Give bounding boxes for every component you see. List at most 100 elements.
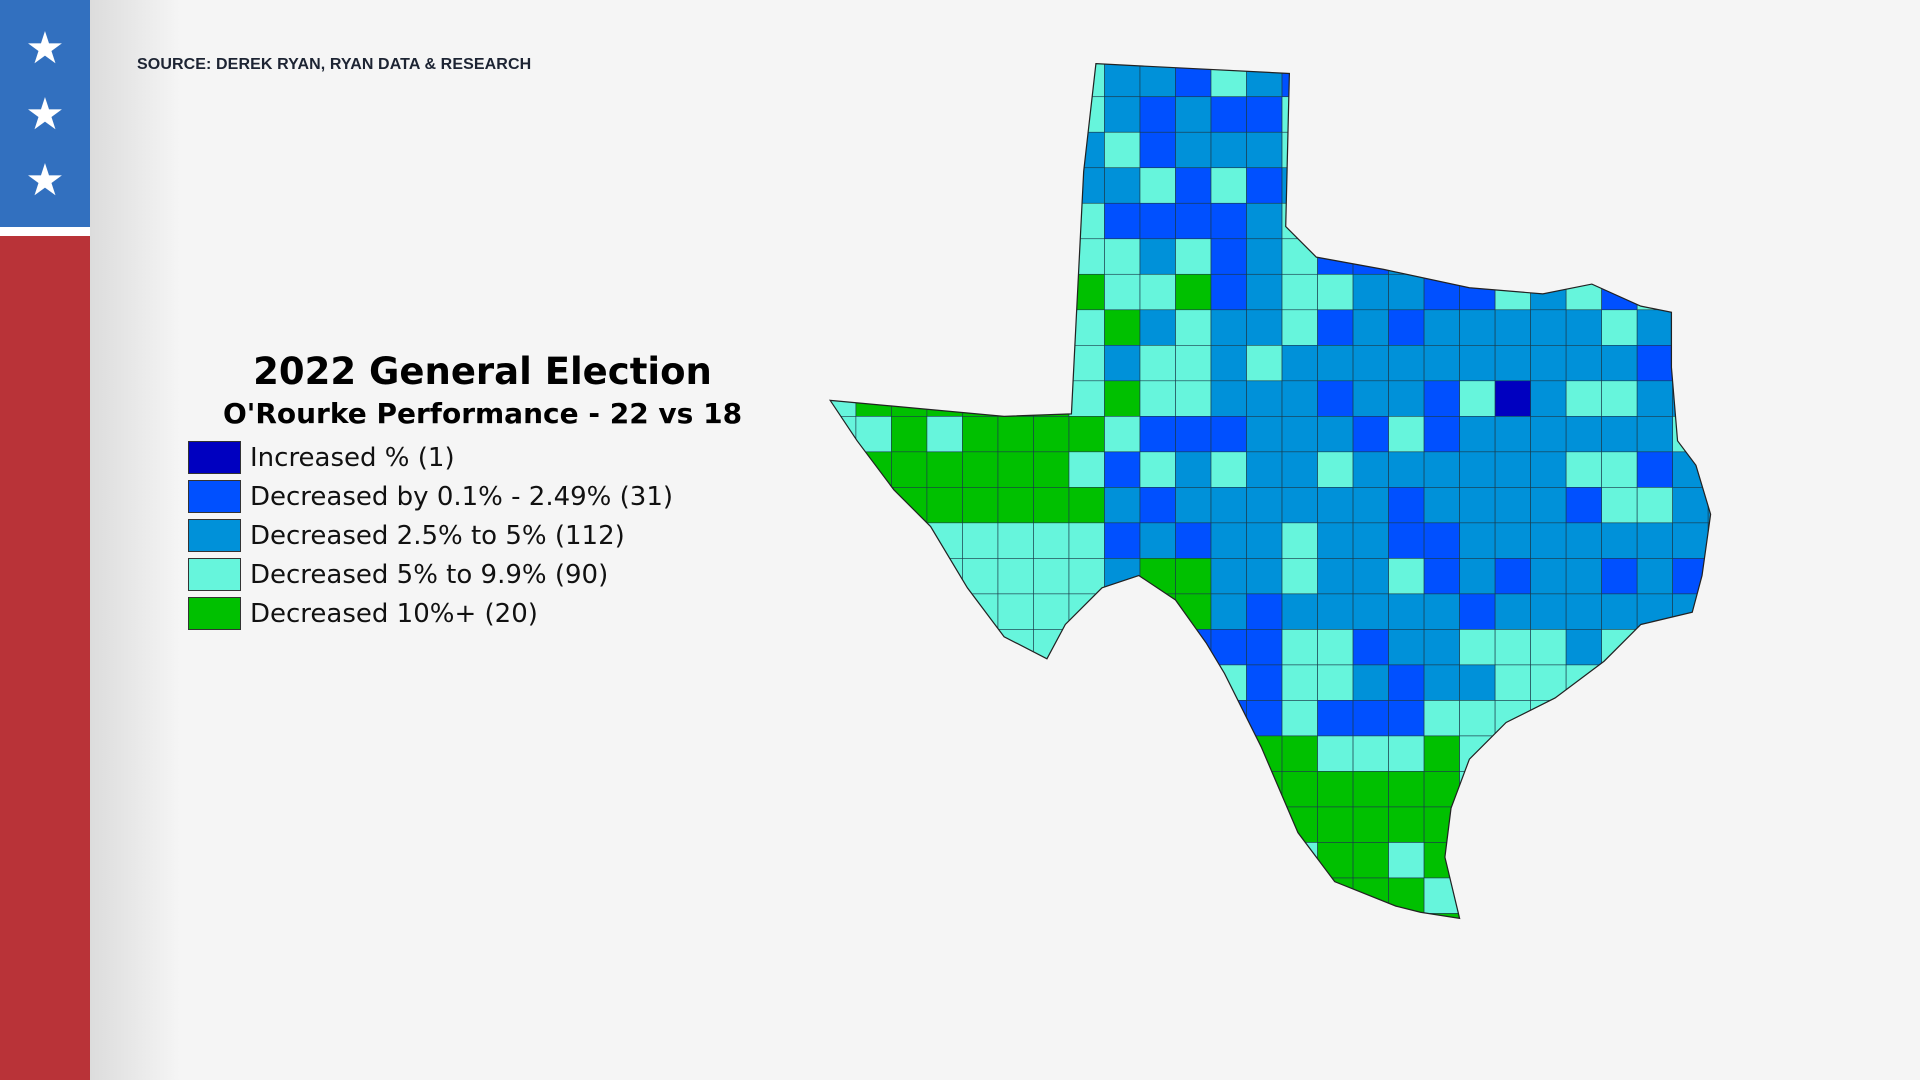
county [997, 735, 1034, 772]
county [1601, 877, 1638, 914]
county [1494, 735, 1531, 772]
county [1530, 735, 1567, 772]
county [1423, 558, 1460, 595]
county [1281, 700, 1318, 737]
county [1033, 629, 1070, 666]
county [1210, 735, 1247, 772]
county [891, 558, 928, 595]
county [1494, 558, 1531, 595]
county [962, 558, 999, 595]
county [1388, 202, 1425, 240]
county [1210, 771, 1247, 808]
county [1672, 558, 1709, 595]
county [1494, 806, 1531, 843]
county [1423, 593, 1460, 630]
county [1210, 416, 1247, 453]
county [1175, 487, 1212, 524]
county [1636, 487, 1673, 524]
county [1246, 877, 1283, 914]
county [1601, 593, 1638, 630]
legend-swatch [188, 597, 241, 630]
county [1175, 558, 1212, 595]
county [1672, 238, 1709, 275]
county [1459, 806, 1496, 843]
county [1494, 96, 1531, 133]
county [1459, 735, 1496, 772]
county [1104, 380, 1141, 417]
county [830, 273, 857, 311]
county [1317, 842, 1354, 879]
county [1707, 629, 1711, 666]
county [1281, 522, 1318, 559]
county [1033, 309, 1070, 346]
county [1281, 96, 1318, 133]
county [1246, 345, 1283, 382]
county [1175, 416, 1212, 453]
county [1104, 202, 1141, 240]
county [997, 806, 1034, 843]
county [926, 700, 963, 737]
county [1494, 629, 1531, 666]
county [1068, 380, 1105, 417]
county [1672, 416, 1709, 453]
county [1175, 700, 1212, 737]
county [1246, 629, 1283, 666]
county [926, 913, 963, 919]
star-icon: ★ [25, 89, 65, 140]
county [997, 558, 1034, 595]
county [1139, 913, 1176, 919]
county [1139, 202, 1176, 240]
county [1317, 96, 1354, 133]
county [962, 700, 999, 737]
county [1104, 700, 1141, 737]
county [891, 842, 928, 879]
county [1033, 202, 1070, 240]
county [830, 96, 857, 133]
county [962, 487, 999, 524]
county [1317, 273, 1354, 311]
county [1459, 451, 1496, 488]
county [1601, 771, 1638, 808]
county [1388, 735, 1425, 772]
county [1246, 238, 1283, 275]
county [1601, 380, 1638, 417]
county [997, 913, 1034, 919]
county [855, 664, 892, 701]
legend-item: Decreased 5% to 9.9% (90) [188, 555, 673, 594]
county [1388, 806, 1425, 843]
county [1672, 629, 1709, 666]
county [962, 345, 999, 382]
legend-label: Decreased by 0.1% - 2.49% (31) [250, 481, 674, 512]
county [1707, 131, 1711, 169]
county [1530, 451, 1567, 488]
county [1210, 345, 1247, 382]
county [1459, 238, 1496, 275]
county [1317, 877, 1354, 914]
county [830, 451, 857, 488]
legend-label: Decreased 2.5% to 5% (112) [250, 520, 625, 551]
county [1139, 380, 1176, 417]
county [1317, 629, 1354, 666]
county [1033, 167, 1070, 204]
county [1636, 167, 1673, 204]
county [1033, 771, 1070, 808]
county [1246, 451, 1283, 488]
county [1352, 629, 1389, 666]
county [926, 664, 963, 701]
county [855, 877, 892, 914]
county [830, 487, 857, 524]
county [1388, 664, 1425, 701]
county [1068, 309, 1105, 346]
county [1068, 771, 1105, 808]
county [1068, 63, 1105, 98]
county [997, 771, 1034, 808]
county [1352, 735, 1389, 772]
county [997, 273, 1034, 311]
county [1565, 416, 1602, 453]
county [1672, 345, 1709, 382]
county [1601, 167, 1638, 204]
county [1707, 806, 1711, 843]
county [1104, 273, 1141, 311]
county [830, 380, 857, 417]
county [926, 96, 963, 133]
